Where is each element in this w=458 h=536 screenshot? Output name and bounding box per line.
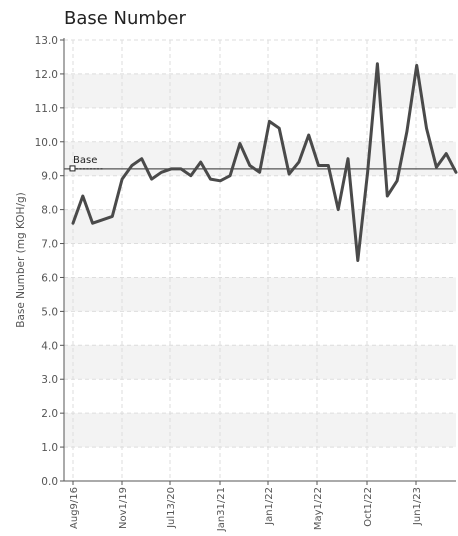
y-tick-label: 0.0 (41, 476, 58, 488)
grid-band (64, 345, 456, 380)
y-tick-label: 5.0 (41, 306, 58, 318)
data-point (111, 215, 114, 218)
data-point (72, 222, 74, 225)
data-point (229, 174, 232, 177)
y-tick-label: 6.0 (41, 272, 58, 284)
data-point (376, 62, 379, 65)
y-tick-label: 11.0 (35, 103, 58, 115)
data-point (317, 164, 320, 167)
x-tick-label: Jan1/22 (264, 487, 275, 526)
data-point (288, 173, 291, 175)
data-point (91, 222, 94, 225)
y-tick-label: 8.0 (41, 205, 58, 217)
y-tick-label: 2.0 (41, 408, 58, 420)
chart-title: Base Number (64, 8, 186, 29)
series-line (71, 62, 458, 262)
data-point (455, 171, 457, 174)
data-point (386, 195, 389, 197)
base-marker (69, 165, 76, 172)
data-point (121, 178, 124, 181)
x-tick-label: May1/22 (313, 487, 324, 530)
data-point (278, 127, 281, 130)
x-tick-label: Aug9/16 (69, 487, 80, 529)
y-axis-label: Base Number (mg KOH/g) (15, 192, 27, 328)
y-tick-label: 3.0 (41, 374, 58, 386)
data-point (189, 174, 192, 177)
data-point (150, 178, 153, 181)
x-tick-label: Nov1/19 (118, 487, 129, 529)
y-tick-label: 1.0 (41, 442, 58, 454)
grid-band (64, 73, 456, 108)
data-point (268, 120, 271, 123)
x-tick-label: Jun1/23 (412, 487, 423, 526)
data-point (307, 134, 310, 136)
y-tick-label: 7.0 (41, 239, 58, 251)
data-point (405, 130, 408, 133)
data-point (435, 166, 438, 169)
y-tick-label: 4.0 (41, 340, 58, 352)
data-point (140, 157, 143, 160)
data-point (219, 179, 222, 182)
data-point (199, 161, 202, 164)
grid-band (64, 413, 456, 448)
y-tick-label: 12.0 (35, 69, 58, 81)
data-point (327, 164, 330, 167)
base-reference-label: Base (73, 155, 97, 166)
data-point (425, 127, 428, 130)
data-point (248, 164, 251, 167)
data-point (238, 142, 241, 145)
grid-band (64, 277, 456, 312)
grid-band (64, 209, 456, 244)
y-tick-label: 13.0 (35, 35, 58, 47)
data-point (101, 218, 104, 221)
data-point (81, 195, 84, 197)
data-point (356, 259, 359, 262)
data-point (297, 161, 300, 164)
x-tick-label: Oct1/22 (363, 487, 374, 527)
y-tick-label: 10.0 (35, 137, 58, 149)
y-tick-label: 9.0 (41, 171, 58, 183)
data-point (396, 179, 399, 182)
data-point (445, 152, 448, 155)
x-tick-label: Jan31/21 (216, 487, 227, 532)
data-point (337, 208, 340, 211)
data-point (347, 157, 349, 160)
data-point (160, 171, 163, 174)
data-point (366, 171, 369, 174)
data-point (130, 164, 133, 167)
data-point (258, 171, 261, 174)
x-tick-label: Jul13/20 (166, 487, 177, 529)
data-point (415, 64, 418, 67)
data-point (180, 167, 182, 170)
data-point (170, 167, 173, 170)
data-point (209, 178, 212, 181)
